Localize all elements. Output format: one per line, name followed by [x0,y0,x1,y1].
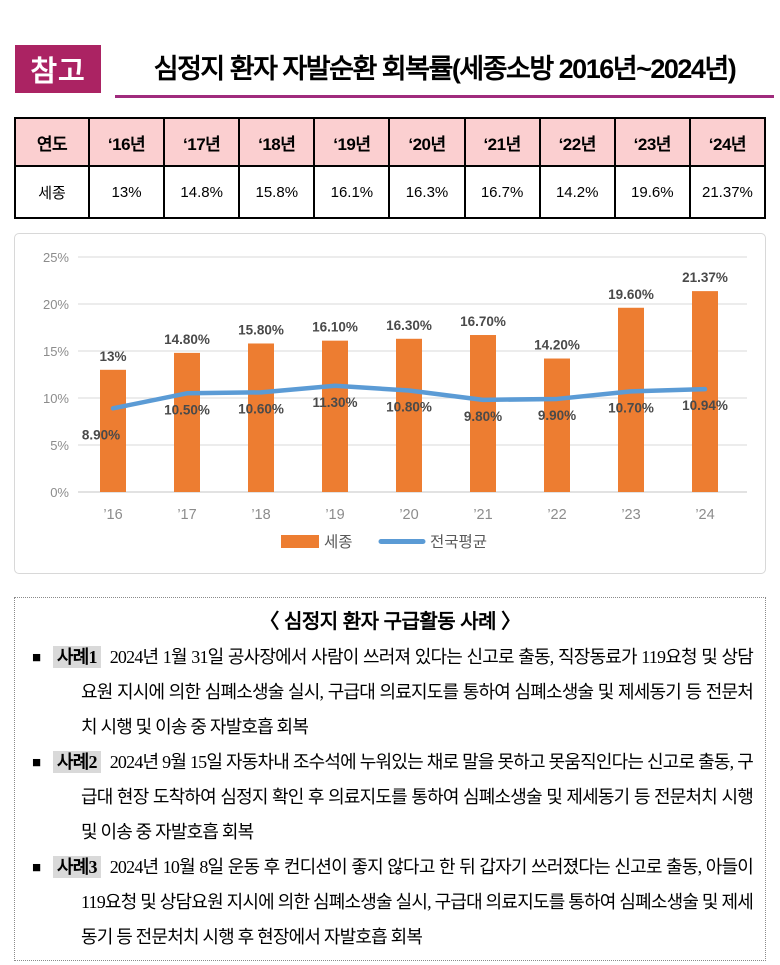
x-tick-label: ’16 [103,507,122,523]
bar-label: 19.60% [608,287,654,302]
case-item: ■ 사례3 2024년 10월 8일 운동 후 컨디션이 좋지 않다고 한 뒤 갑자… [15,850,765,955]
table-header-cell: ‘16년 [87,117,166,167]
line-label: 10.60% [238,401,284,416]
line-label: 10.70% [608,400,654,415]
x-tick-label: ’22 [547,507,566,523]
x-tick-label: ’19 [325,507,344,523]
case-text: 2024년 10월 8일 운동 후 컨디션이 좋지 않다고 한 뒤 갑자기 쓰러… [81,857,754,947]
bar [396,338,422,492]
y-tick-label: 25% [43,250,69,265]
bar [100,369,126,492]
table-data-cell: 15.8% [238,165,316,219]
line-label: 11.30% [312,395,357,410]
x-tick-label: ’18 [251,507,270,523]
table-header-cell: ‘22년 [538,117,616,167]
y-tick-label: 10% [43,391,69,406]
line-label: 10.50% [164,402,210,417]
line-label: 9.90% [538,408,576,423]
table-data-cell: 21.37% [688,165,767,219]
square-bullet-icon: ■ [32,754,41,771]
case-label: 사례1 [53,646,101,668]
line-label: 10.94% [682,398,728,413]
bar [544,358,570,492]
case-item: ■ 사례1 2024년 1월 31일 공사장에서 사람이 쓰러져 있다는 신고로 출… [15,640,765,745]
bar-label: 15.80% [238,322,284,337]
table-header-cell: ‘17년 [163,117,241,167]
bar-label: 13% [99,349,126,364]
case-text: 2024년 1월 31일 공사장에서 사람이 쓰러져 있다는 신고로 출동, 직… [81,647,754,737]
case-box: 〈 심정지 환자 구급활동 사례 〉 ■ 사례1 2024년 1월 31일 공사장에… [14,597,766,961]
bar-label: 14.20% [534,338,580,353]
legend-line-label: 전국평균 [430,533,487,551]
table-data-cell: 19.6% [613,165,691,219]
page-header: 참고 심정지 환자 자발순환 회복률(세종소방 2016년~2024년) [15,45,774,98]
x-tick-label: ’21 [473,507,492,523]
legend-bar-swatch [281,535,319,548]
line-label: 10.80% [386,399,432,414]
table-header-cell: ‘20년 [388,117,466,167]
x-tick-label: ’23 [621,507,640,523]
y-tick-label: 5% [50,438,69,453]
bar [322,340,348,492]
bar [618,307,644,492]
chart-panel: 0% 5% 10% 15% 20% 25% 13% 14.80% 15.80% 16.10% 16.… [14,233,766,574]
bar-label: 16.70% [460,314,506,329]
title-underline: 심정지 환자 자발순환 회복률(세종소방 2016년~2024년) [115,45,774,98]
square-bullet-icon: ■ [32,859,41,876]
table-header-cell: ‘18년 [238,117,316,167]
y-tick-label: 20% [43,297,69,312]
table-header-cell: ‘23년 [613,117,691,167]
table-data-cell: 16.7% [463,165,541,219]
table-row-label: 세종 [14,165,90,219]
bar-label: 14.80% [164,332,210,347]
bar-label: 16.10% [312,320,358,335]
table-header-row: 연도 ‘16년 ‘17년 ‘18년 ‘19년 ‘20년 ‘21년 ‘22년 ‘2… [14,117,767,167]
bar [174,352,200,492]
reference-badge: 참고 [15,45,101,93]
legend-bar-label: 세종 [324,533,353,551]
table-data-row: 세종 13% 14.8% 15.8% 16.1% 16.3% 16.7% 14.… [14,165,767,219]
bar [248,343,274,492]
line-label: 8.90% [82,427,120,442]
x-tick-label: ’20 [399,507,418,523]
line-series [110,383,708,411]
line-label: 9.80% [464,409,502,424]
bar-label: 21.37% [682,270,728,285]
square-bullet-icon: ■ [32,649,41,666]
case-text: 2024년 9월 15일 자동차내 조수석에 누워있는 채로 말을 못하고 못움… [81,752,754,842]
table-data-cell: 13% [87,165,166,219]
x-tick-label: ’24 [695,507,714,523]
case-label: 사례3 [53,856,101,878]
table-header-cell: ‘24년 [688,117,767,167]
recovery-rate-table: 연도 ‘16년 ‘17년 ‘18년 ‘19년 ‘20년 ‘21년 ‘22년 ‘2… [14,117,767,219]
table-header-cell: ‘21년 [463,117,541,167]
chart-svg: 0% 5% 10% 15% 20% 25% 13% 14.80% 15.80% 16.10% 16.… [43,250,747,551]
case-item: ■ 사례2 2024년 9월 15일 자동차내 조수석에 누워있는 채로 말을 못하… [15,745,765,850]
table-header-cell: 연도 [14,117,90,167]
page-title: 심정지 환자 자발순환 회복률(세종소방 2016년~2024년) [153,54,737,84]
case-box-title: 〈 심정지 환자 구급활동 사례 〉 [259,611,521,633]
table-data-cell: 16.1% [313,165,391,219]
table-header-cell: ‘19년 [313,117,391,167]
bar [470,335,496,492]
x-tick-label: ’17 [177,507,196,523]
y-tick-label: 15% [43,344,69,359]
y-tick-label: 0% [50,485,69,500]
table-data-cell: 16.3% [388,165,466,219]
bar-label: 16.30% [386,318,432,333]
case-label: 사례2 [53,751,101,773]
table-data-cell: 14.2% [538,165,616,219]
table-data-cell: 14.8% [163,165,241,219]
